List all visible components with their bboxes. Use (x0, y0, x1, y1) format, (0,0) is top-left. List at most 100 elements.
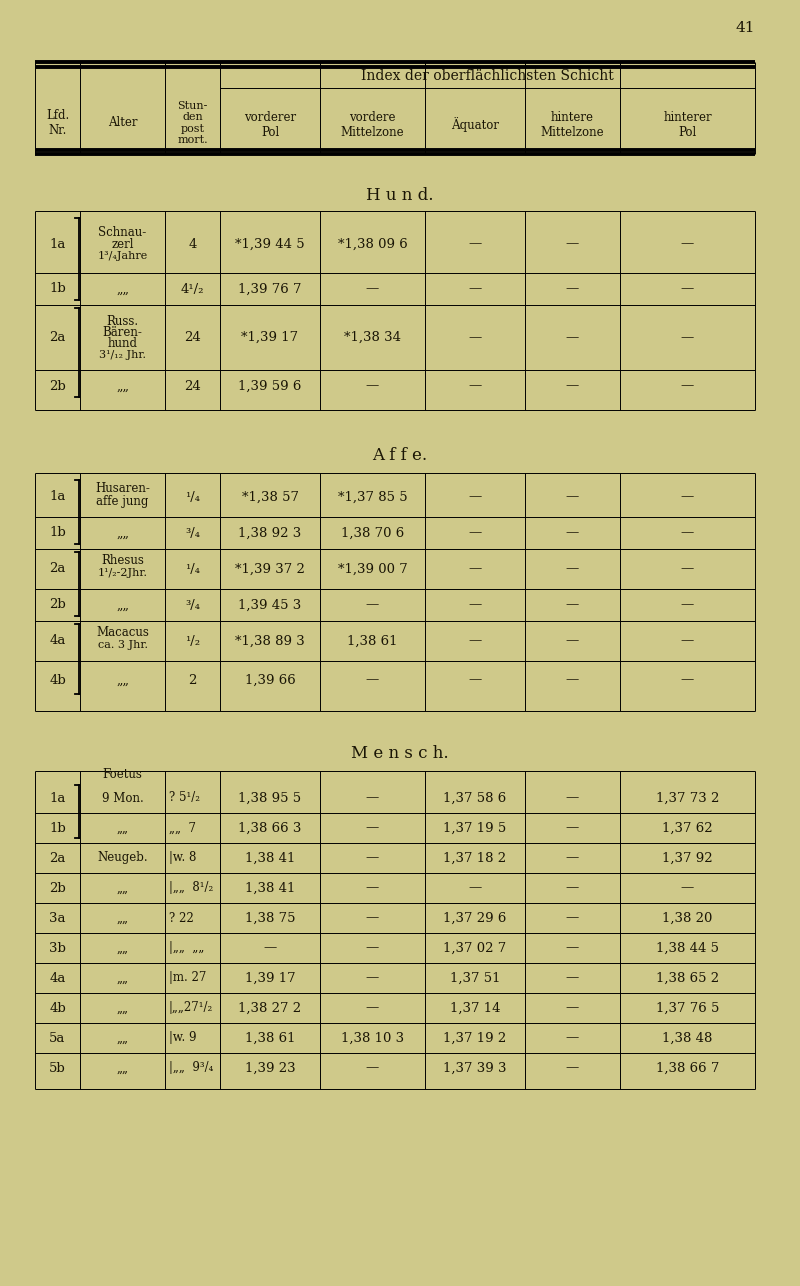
Text: —: — (566, 1061, 579, 1075)
Text: *1,38 09 6: *1,38 09 6 (338, 238, 407, 251)
Text: —: — (468, 634, 482, 647)
Text: —: — (366, 971, 379, 985)
Text: Alter: Alter (108, 117, 138, 130)
Text: —: — (566, 238, 579, 251)
Text: —: — (566, 971, 579, 985)
Text: ca. 3 Jhr.: ca. 3 Jhr. (98, 640, 147, 649)
Text: 1,37 73 2: 1,37 73 2 (656, 791, 719, 805)
Text: 1,37 19 2: 1,37 19 2 (443, 1031, 506, 1044)
Text: ¹/₂: ¹/₂ (185, 634, 200, 647)
Text: |„„  „„: |„„ „„ (169, 941, 204, 954)
Text: 1,38 92 3: 1,38 92 3 (238, 526, 302, 540)
Text: Macacus: Macacus (96, 625, 149, 639)
Text: *1,38 89 3: *1,38 89 3 (235, 634, 305, 647)
Text: 3a: 3a (50, 912, 66, 925)
Text: |„„27¹/₂: |„„27¹/₂ (169, 1002, 214, 1015)
Text: 1,38 10 3: 1,38 10 3 (341, 1031, 404, 1044)
Text: 1,39 59 6: 1,39 59 6 (238, 379, 302, 392)
Text: 2a: 2a (50, 331, 66, 343)
Text: „„: „„ (117, 1061, 129, 1075)
Text: 1,38 20: 1,38 20 (662, 912, 713, 925)
Text: |„„  9³/₄: |„„ 9³/₄ (169, 1061, 214, 1075)
Text: —: — (468, 526, 482, 540)
Text: 2b: 2b (49, 881, 66, 895)
Text: hund: hund (107, 337, 138, 350)
Text: —: — (366, 912, 379, 925)
Text: —: — (566, 912, 579, 925)
Text: „„: „„ (116, 379, 129, 392)
Text: —: — (366, 822, 379, 835)
Text: —: — (566, 851, 579, 864)
Text: 1a: 1a (50, 791, 66, 805)
Text: 1,38 61: 1,38 61 (347, 634, 398, 647)
Text: Index der oberflächlichsten Schicht: Index der oberflächlichsten Schicht (361, 69, 614, 84)
Text: |w. 9: |w. 9 (169, 1031, 197, 1044)
Text: —: — (366, 598, 379, 612)
Text: „„: „„ (117, 941, 129, 954)
Text: Schnau-: Schnau- (98, 226, 146, 239)
Text: vorderer
Pol: vorderer Pol (244, 111, 296, 139)
Text: Rhesus: Rhesus (101, 553, 144, 567)
Text: —: — (263, 941, 277, 954)
Text: „„: „„ (117, 1031, 129, 1044)
Text: 2a: 2a (50, 562, 66, 576)
Text: 1,37 18 2: 1,37 18 2 (443, 851, 506, 864)
Text: —: — (566, 331, 579, 343)
Text: 1,38 44 5: 1,38 44 5 (656, 941, 719, 954)
Text: —: — (681, 562, 694, 576)
Text: —: — (566, 634, 579, 647)
Text: 1,38 66 3: 1,38 66 3 (238, 822, 302, 835)
Text: *1,38 57: *1,38 57 (242, 490, 298, 504)
Text: „„: „„ (116, 283, 129, 296)
Text: *1,37 85 5: *1,37 85 5 (338, 490, 407, 504)
Text: —: — (681, 598, 694, 612)
Text: |w. 8: |w. 8 (169, 851, 196, 864)
Text: 4: 4 (188, 238, 197, 251)
Text: —: — (681, 283, 694, 296)
Text: 41: 41 (735, 21, 755, 35)
Text: 4a: 4a (50, 971, 66, 985)
Text: |„„  8¹/₂: |„„ 8¹/₂ (169, 881, 214, 895)
Text: —: — (681, 674, 694, 687)
Text: 5a: 5a (50, 1031, 66, 1044)
Text: —: — (468, 379, 482, 392)
Text: 1a: 1a (50, 238, 66, 251)
Text: —: — (468, 490, 482, 504)
Text: —: — (681, 379, 694, 392)
Text: —: — (681, 238, 694, 251)
Text: Stun-
den
post
mort.: Stun- den post mort. (177, 100, 208, 145)
Text: 24: 24 (184, 379, 201, 392)
Text: |m. 27: |m. 27 (169, 971, 206, 985)
Text: —: — (468, 283, 482, 296)
Text: —: — (366, 674, 379, 687)
Text: —: — (681, 331, 694, 343)
Text: „„: „„ (117, 971, 129, 985)
Text: —: — (468, 674, 482, 687)
Text: —: — (566, 822, 579, 835)
Text: —: — (366, 1061, 379, 1075)
Text: hinterer
Pol: hinterer Pol (663, 111, 712, 139)
Text: —: — (566, 283, 579, 296)
Text: 2: 2 (188, 674, 197, 687)
Text: Lfd.
Nr.: Lfd. Nr. (46, 109, 69, 138)
Text: *1,38 34: *1,38 34 (344, 331, 401, 343)
Text: ³/₄: ³/₄ (185, 526, 200, 540)
Text: *1,39 00 7: *1,39 00 7 (338, 562, 407, 576)
Text: —: — (366, 851, 379, 864)
Text: —: — (366, 1002, 379, 1015)
Text: 1,39 23: 1,39 23 (245, 1061, 295, 1075)
Text: affe jung: affe jung (96, 495, 149, 508)
Text: 1³/₄Jahre: 1³/₄Jahre (98, 251, 148, 261)
Text: 1,37 39 3: 1,37 39 3 (443, 1061, 506, 1075)
Text: —: — (366, 379, 379, 392)
Text: —: — (566, 526, 579, 540)
Text: 1b: 1b (49, 283, 66, 296)
Text: ³/₄: ³/₄ (185, 598, 200, 612)
Text: 9 Mon.: 9 Mon. (102, 791, 143, 805)
Text: 1,38 65 2: 1,38 65 2 (656, 971, 719, 985)
Text: —: — (468, 238, 482, 251)
Text: —: — (566, 881, 579, 895)
Text: M e n s c h.: M e n s c h. (351, 745, 449, 761)
Text: 1,38 66 7: 1,38 66 7 (656, 1061, 719, 1075)
Text: —: — (366, 283, 379, 296)
